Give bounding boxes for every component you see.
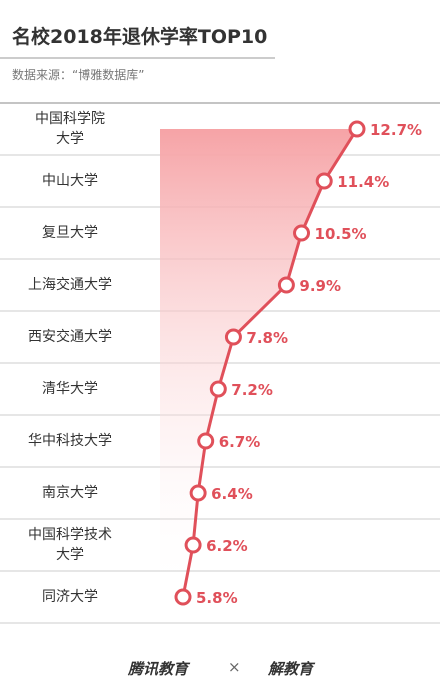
category-label: 清华大学 — [42, 381, 98, 397]
category-label: 中国科学技术 大学 — [28, 527, 112, 563]
category-label: 上海交通大学 — [28, 277, 112, 293]
point — [209, 380, 227, 398]
point — [197, 432, 215, 450]
point — [224, 328, 242, 346]
data-label: 7.2% — [231, 381, 273, 399]
data-label: 11.4% — [337, 173, 389, 191]
area — [160, 129, 357, 597]
category-label: 复旦大学 — [42, 225, 98, 241]
point — [348, 120, 366, 138]
footer-right: 解教育 — [268, 660, 314, 677]
point — [174, 588, 192, 606]
line — [181, 128, 359, 598]
category-label: 同济大学 — [42, 589, 98, 605]
point — [184, 536, 202, 554]
category-label: 中山大学 — [42, 173, 98, 189]
data-label: 6.7% — [219, 433, 261, 451]
point — [293, 224, 311, 242]
data-label: 7.8% — [246, 329, 288, 347]
category-label: 中国科学院 大学 — [35, 111, 105, 147]
data-label: 10.5% — [315, 225, 367, 243]
category-label: 西安交通大学 — [28, 329, 112, 345]
point — [315, 172, 333, 190]
data-label: 6.4% — [211, 485, 253, 503]
data-label: 6.2% — [206, 537, 248, 555]
footer-sep: × — [228, 658, 241, 676]
chart-title: 名校2018年退休学率TOP10 — [12, 26, 268, 48]
data-label: 5.8% — [196, 589, 238, 607]
data-label: 12.7% — [370, 121, 422, 139]
point — [189, 484, 207, 502]
data-label: 9.9% — [299, 277, 341, 295]
chart-subtitle: 数据来源：“博雅数据库” — [12, 68, 145, 82]
category-label: 华中科技大学 — [28, 433, 112, 449]
category-label: 南京大学 — [42, 485, 98, 501]
footer-left: 腾讯教育 — [128, 660, 189, 677]
point — [277, 276, 295, 294]
